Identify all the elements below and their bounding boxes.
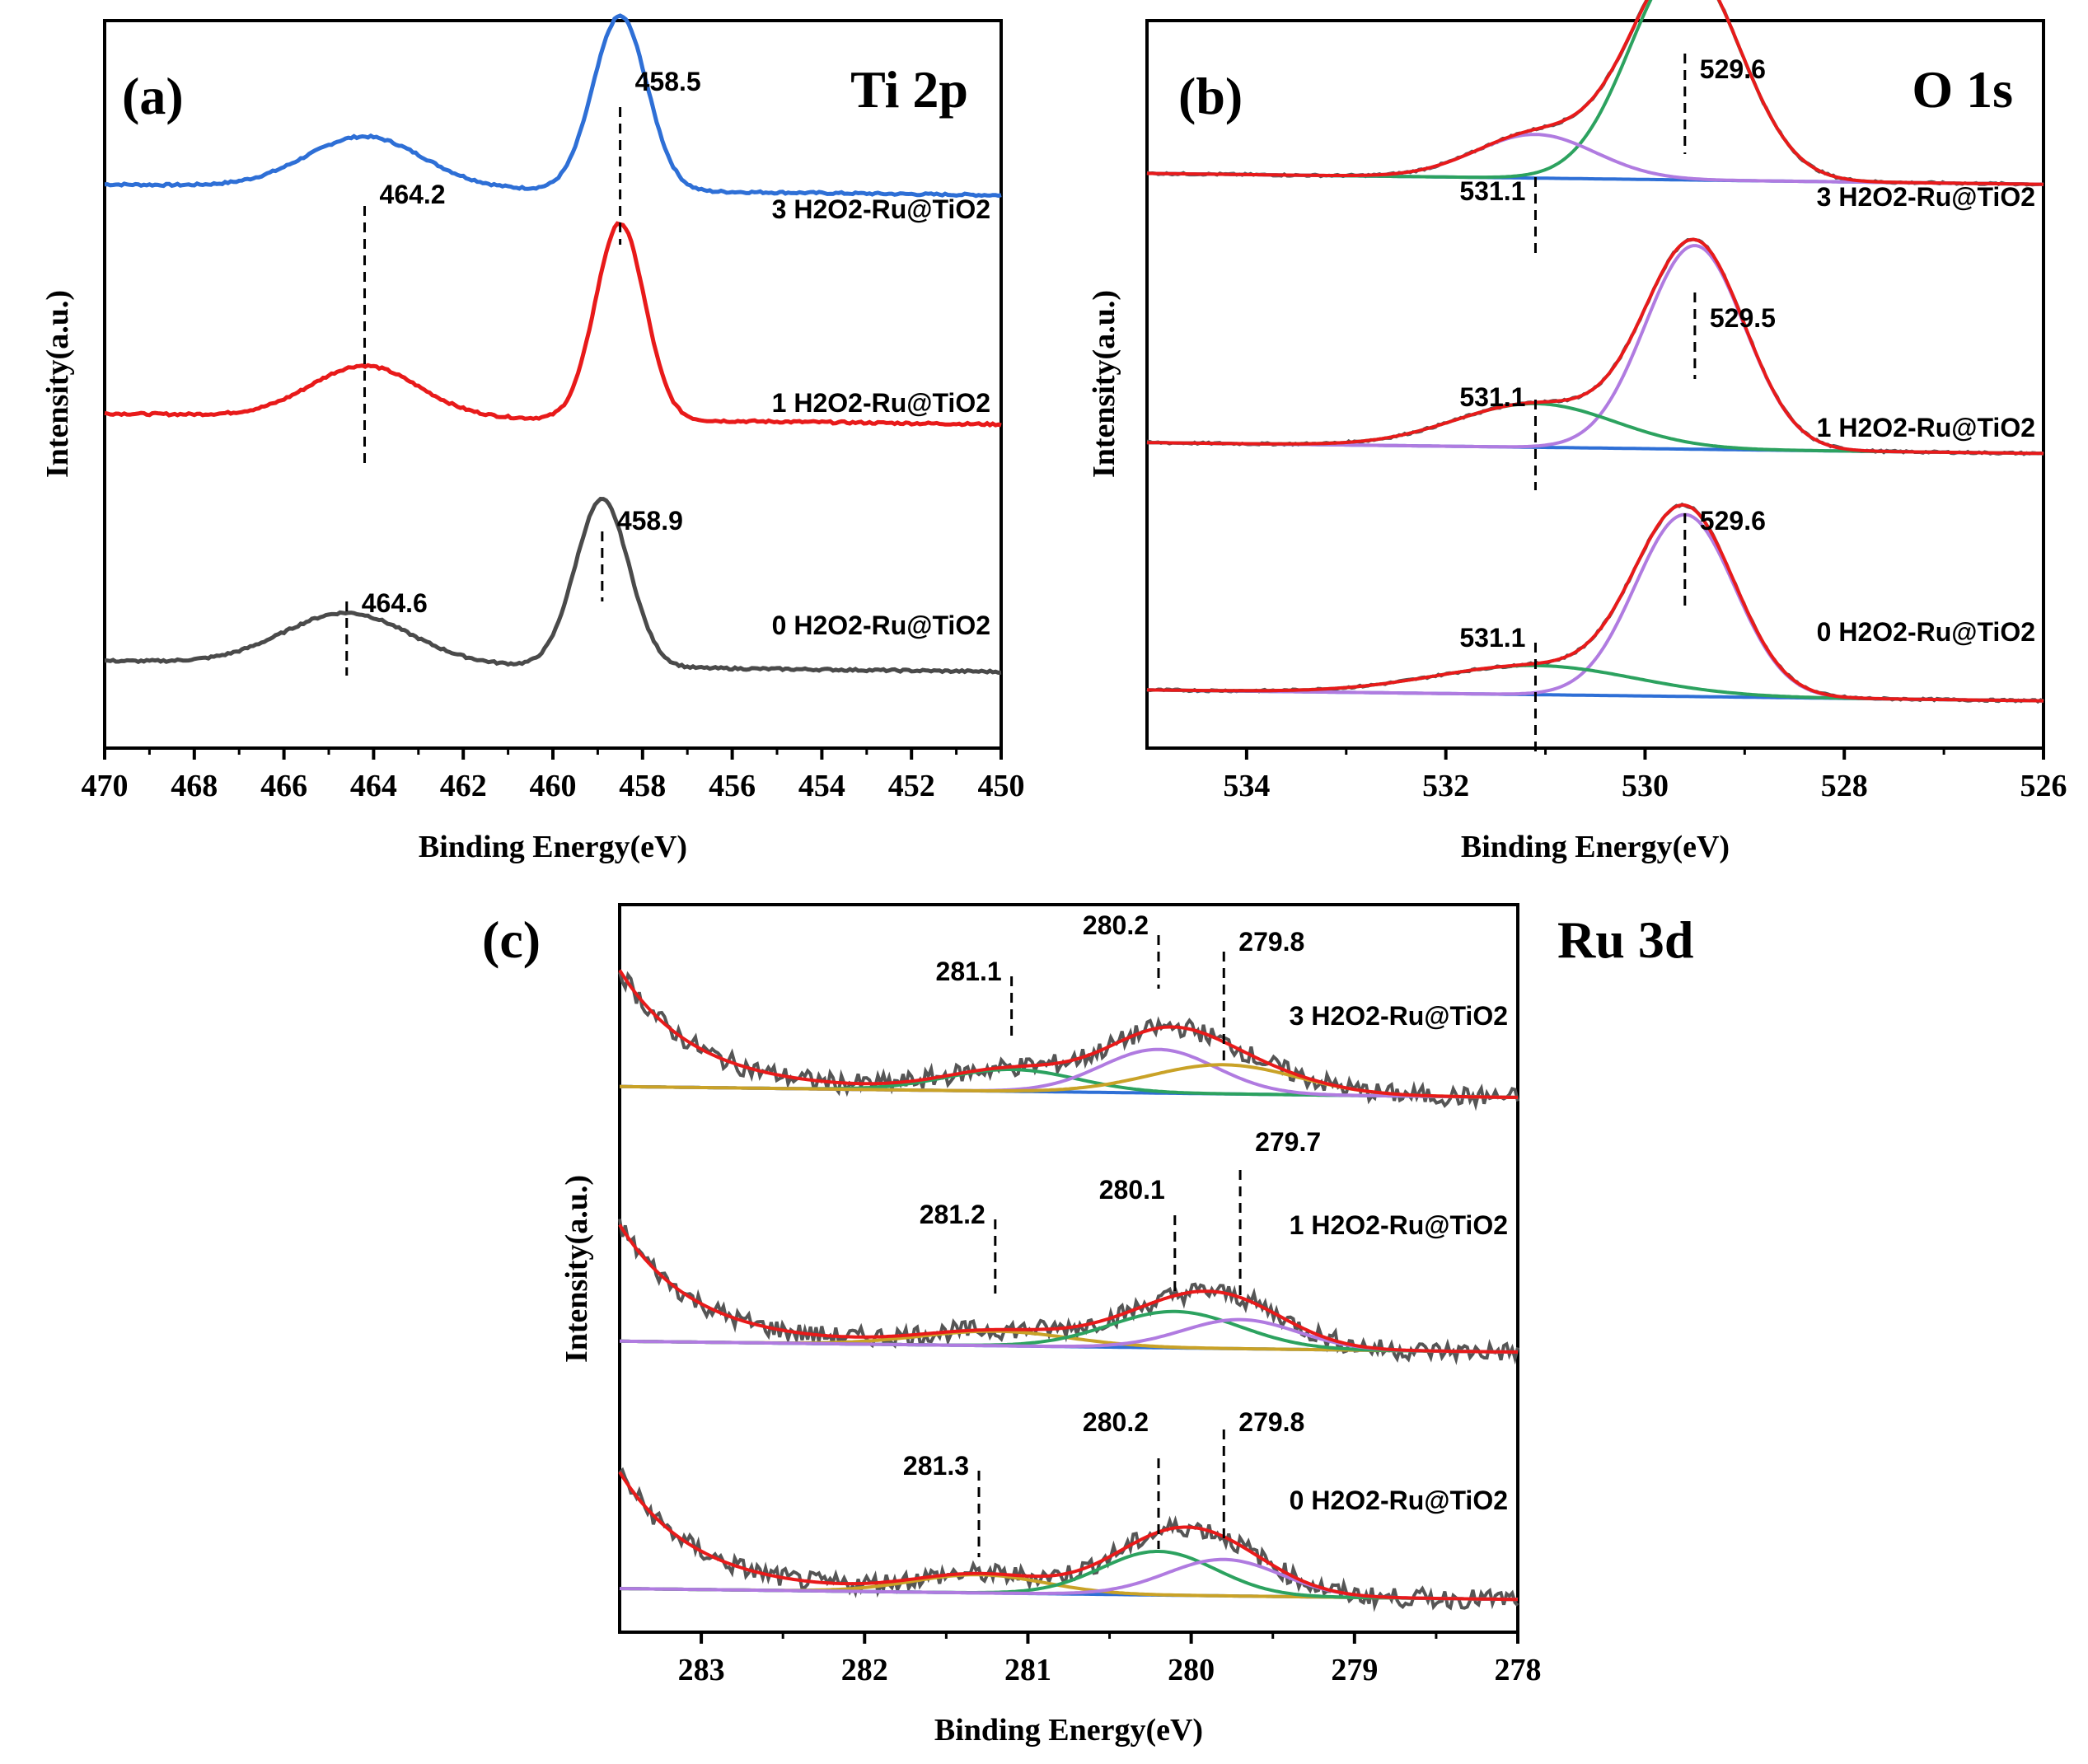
panel-a-ylabel: Intensity(a.u.) bbox=[40, 290, 75, 478]
panel-b-ylabel: Intensity(a.u.) bbox=[1087, 290, 1121, 478]
series-line bbox=[104, 496, 1002, 676]
panel-b: (b) O 1s 534 532 530 528 526 3 H2O2-Ru@TiO2 1… bbox=[1087, 0, 2067, 864]
panel-c: (c) Ru 3d 283 282 281 280 279 278 3 H2O2-Ru@T… bbox=[482, 903, 1693, 1748]
panel-a-xlabel: Binding Energy(eV) bbox=[419, 830, 687, 864]
panel-b-curves: 3 H2O2-Ru@TiO2 1 H2O2-Ru@TiO2 0 H2O2-Ru@Ti… bbox=[1146, 0, 2044, 704]
envelope-fit-line bbox=[1146, 0, 2044, 186]
panel-b-label: (b) bbox=[1178, 67, 1243, 125]
series-label: 0 H2O2-Ru@TiO2 bbox=[772, 611, 990, 640]
x-tick-label: 282 bbox=[841, 1653, 888, 1687]
x-tick-label: 468 bbox=[171, 769, 218, 803]
panel-b-xlabel: Binding Energy(eV) bbox=[1461, 830, 1730, 864]
peak-label: 531.1 bbox=[1459, 176, 1525, 206]
series-label: 3 H2O2-Ru@TiO2 bbox=[1290, 1001, 1508, 1031]
x-tick-label: 280 bbox=[1168, 1653, 1215, 1687]
envelope-fit-line bbox=[618, 969, 1519, 1099]
panel-a-title: Ti 2p bbox=[850, 60, 968, 119]
peak-label: 531.1 bbox=[1459, 623, 1525, 653]
peak-label: 458.5 bbox=[635, 67, 701, 96]
panel-a-label: (a) bbox=[122, 67, 184, 125]
panel-c-x-ticks: 283 282 281 280 279 278 bbox=[678, 1632, 1542, 1687]
peak-label: 464.2 bbox=[380, 180, 446, 209]
panel-a-curves: 3 H2O2-Ru@TiO2 1 H2O2-Ru@TiO2 0 H2O2-Ru@Ti… bbox=[104, 13, 1002, 676]
x-tick-label: 470 bbox=[82, 769, 129, 803]
component-peak-line bbox=[1146, 0, 2044, 186]
envelope-fit-line bbox=[618, 1471, 1519, 1602]
peak-label: 464.6 bbox=[362, 588, 428, 618]
x-tick-label: 464 bbox=[350, 769, 397, 803]
panel-b-frame bbox=[1145, 19, 2045, 750]
raw-data-line bbox=[618, 971, 1519, 1111]
x-tick-label: 530 bbox=[1622, 769, 1669, 803]
x-tick-label: 460 bbox=[530, 769, 577, 803]
peak-label: 280.1 bbox=[1099, 1175, 1165, 1205]
panel-c-dashes: 280.2 279.8 281.1 279.7 281.2 280.1 280.2 279.8… bbox=[903, 910, 1321, 1557]
envelope-fit-line bbox=[618, 1224, 1518, 1354]
x-tick-label: 528 bbox=[1821, 769, 1868, 803]
peak-label: 279.8 bbox=[1238, 927, 1304, 957]
peak-label: 281.2 bbox=[920, 1200, 985, 1229]
series-label: 0 H2O2-Ru@TiO2 bbox=[1817, 617, 2035, 647]
peak-label: 529.5 bbox=[1710, 303, 1776, 333]
series-label: 1 H2O2-Ru@TiO2 bbox=[772, 388, 990, 418]
peak-label: 281.3 bbox=[903, 1451, 969, 1481]
x-tick-label: 279 bbox=[1331, 1653, 1378, 1687]
x-tick-label: 462 bbox=[440, 769, 487, 803]
series-line bbox=[104, 13, 1002, 199]
x-tick-label: 456 bbox=[709, 769, 756, 803]
panel-c-xlabel: Binding Energy(eV) bbox=[934, 1713, 1203, 1748]
panel-b-dashes: 529.6 531.1 529.5 531.1 529.6 531.1 bbox=[1459, 54, 1776, 754]
x-tick-label: 458 bbox=[619, 769, 666, 803]
x-tick-label: 532 bbox=[1422, 769, 1469, 803]
panel-c-ylabel: Intensity(a.u.) bbox=[559, 1175, 594, 1363]
envelope-fit-line bbox=[1146, 503, 2044, 703]
x-tick-label: 466 bbox=[260, 769, 307, 803]
peak-label: 281.1 bbox=[936, 957, 1002, 986]
peak-label: 529.6 bbox=[1700, 506, 1766, 536]
peak-label: 279.7 bbox=[1255, 1127, 1321, 1157]
panel-c-title: Ru 3d bbox=[1557, 910, 1693, 969]
x-tick-label: 278 bbox=[1495, 1653, 1542, 1687]
panel-c-curves: 3 H2O2-Ru@TiO2 1 H2O2-Ru@TiO2 0 H2O2-Ru@Ti… bbox=[618, 969, 1519, 1612]
x-tick-label: 452 bbox=[888, 769, 935, 803]
peak-label: 280.2 bbox=[1083, 910, 1149, 940]
series-label: 3 H2O2-Ru@TiO2 bbox=[772, 194, 990, 224]
peak-label: 280.2 bbox=[1083, 1407, 1149, 1437]
panel-c-label: (c) bbox=[482, 910, 541, 969]
peak-label: 458.9 bbox=[617, 506, 683, 536]
envelope-fit-line bbox=[1146, 237, 2044, 456]
raw-data-line bbox=[1146, 0, 2044, 187]
peak-label: 279.8 bbox=[1238, 1407, 1304, 1437]
series-label: 0 H2O2-Ru@TiO2 bbox=[1290, 1486, 1508, 1515]
x-tick-label: 454 bbox=[798, 769, 845, 803]
panel-b-x-ticks: 534 532 530 528 526 bbox=[1223, 748, 2067, 803]
x-tick-label: 450 bbox=[978, 769, 1025, 803]
x-tick-label: 283 bbox=[678, 1653, 725, 1687]
peak-label: 531.1 bbox=[1459, 382, 1525, 412]
series-label: 1 H2O2-Ru@TiO2 bbox=[1290, 1210, 1508, 1240]
panel-b-title: O 1s bbox=[1912, 60, 2013, 119]
panel-c-frame bbox=[618, 903, 1519, 1634]
series-label: 1 H2O2-Ru@TiO2 bbox=[1817, 413, 2035, 442]
x-tick-label: 281 bbox=[1004, 1653, 1051, 1687]
x-tick-label: 534 bbox=[1223, 769, 1270, 803]
series-label: 3 H2O2-Ru@TiO2 bbox=[1817, 182, 2035, 212]
x-tick-label: 526 bbox=[2020, 769, 2067, 803]
series-line bbox=[104, 221, 1002, 428]
panel-a: (a) Ti 2p 470 468 466 464 462 460 458 456 454 452… bbox=[40, 13, 1025, 864]
panel-a-dashes: 458.5 464.2 458.9 464.6 bbox=[345, 67, 701, 676]
component-peak-line bbox=[1147, 512, 2044, 703]
peak-label: 529.6 bbox=[1700, 54, 1766, 84]
panel-a-x-ticks: 470 468 466 464 462 460 458 456 454 452 450 bbox=[82, 748, 1025, 803]
